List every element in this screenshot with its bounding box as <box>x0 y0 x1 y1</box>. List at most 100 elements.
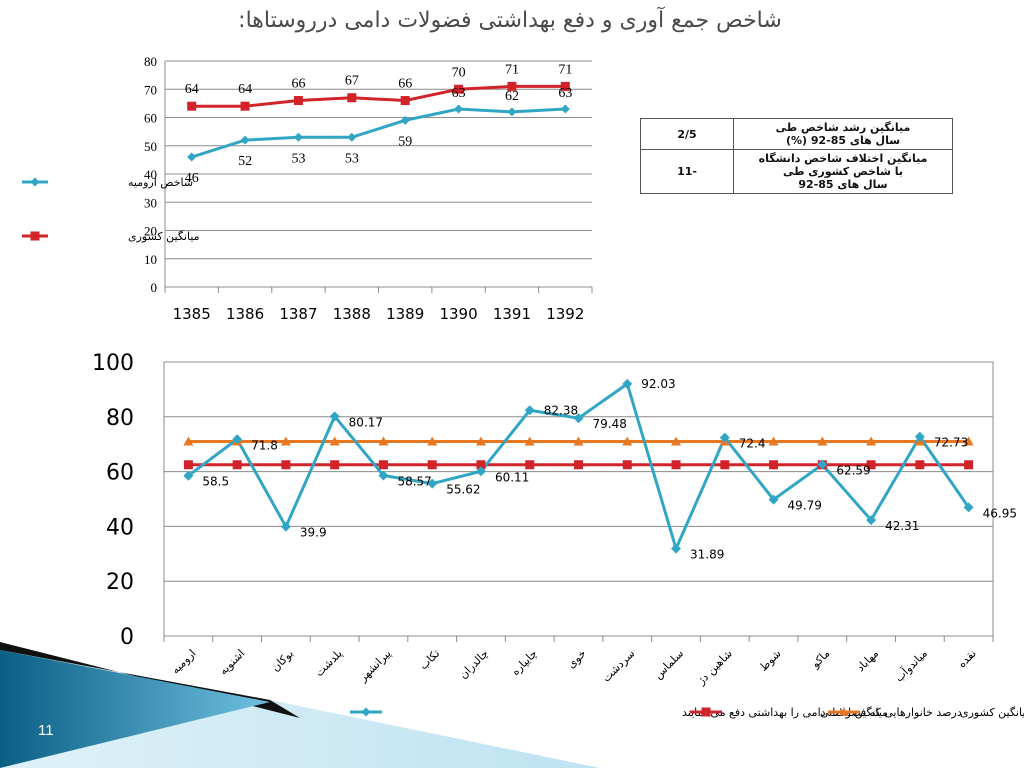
data-point <box>187 101 197 111</box>
data-point <box>347 132 357 142</box>
plot-area <box>163 361 994 637</box>
x-tick-label: ارومیه <box>169 647 199 677</box>
legend-marker <box>30 231 40 241</box>
data-point <box>671 436 682 446</box>
x-tick-label: شوط <box>757 647 784 674</box>
x-tick-label: بوکان <box>269 647 296 674</box>
y-tick-label: 60 <box>144 111 157 126</box>
data-point <box>574 460 583 470</box>
x-tick-label: 1387 <box>279 305 317 323</box>
data-point <box>817 459 828 470</box>
data-label: 80.17 <box>349 415 383 429</box>
y-tick-label: 0 <box>151 280 158 295</box>
data-label: 71 <box>505 62 519 77</box>
x-tick-label: مهاباد <box>854 647 881 674</box>
x-tick-label: پیرانشهر <box>356 647 394 685</box>
data-label: 58.5 <box>202 475 229 489</box>
table-cell-value: 11- <box>640 149 734 194</box>
y-tick-label: 40 <box>106 515 134 540</box>
y-tick-label: 50 <box>144 139 157 154</box>
data-point <box>240 135 250 145</box>
data-point <box>427 478 438 489</box>
data-point <box>507 81 517 91</box>
x-tick-label: پلدشت <box>313 647 345 679</box>
y-tick-label: 10 <box>144 252 157 267</box>
x-tick-label: چایپاره <box>509 647 540 678</box>
legend-label: میانگین کشوری <box>128 230 200 243</box>
data-point <box>232 460 242 470</box>
data-point <box>560 104 570 114</box>
legend-marker <box>839 707 849 716</box>
table-label-line: سال های 85-92 (%) <box>785 134 901 147</box>
page-number: 11 <box>38 722 54 739</box>
data-point <box>280 521 291 532</box>
series-line <box>191 107 566 159</box>
data-point <box>524 405 535 416</box>
data-label: 71.8 <box>251 438 278 452</box>
data-label: 52 <box>238 154 252 169</box>
data-label: 39.9 <box>300 526 327 540</box>
y-tick-label: 30 <box>144 195 157 210</box>
slide-title: شاخص جمع آوری و دفع بهداشتی فضولات دامی … <box>238 8 782 33</box>
data-point <box>183 436 194 446</box>
x-tick-label: 1392 <box>546 305 584 323</box>
legend-marker <box>361 707 371 717</box>
table-label-line: میانگین رشد شاخص طی <box>775 121 911 134</box>
legend-marker <box>30 177 40 187</box>
data-point <box>622 378 633 389</box>
data-point <box>866 515 877 526</box>
data-label: 72.4 <box>739 437 766 451</box>
data-point <box>476 460 486 470</box>
data-point <box>183 460 193 470</box>
x-tick-label: شاهین دژ <box>694 647 735 688</box>
y-tick-label: 100 <box>92 351 134 376</box>
x-tick-label: 1391 <box>493 305 531 323</box>
data-label: 62 <box>505 89 519 104</box>
data-label: 60.11 <box>495 470 529 484</box>
data-label: 59 <box>398 134 412 149</box>
data-point <box>378 470 389 481</box>
data-point <box>329 436 340 446</box>
x-tick-label: چالدران <box>457 647 491 681</box>
data-point <box>866 436 877 446</box>
x-tick-label: تکاب <box>417 647 442 672</box>
data-point <box>293 96 303 106</box>
data-point <box>720 460 730 470</box>
data-point <box>427 436 438 446</box>
data-label: 64 <box>185 82 199 97</box>
x-tick-label: نقده <box>955 647 978 670</box>
x-tick-label: سلماس <box>652 647 687 682</box>
data-label: 79.48 <box>593 417 627 431</box>
data-label: 53 <box>291 151 305 166</box>
data-point <box>454 104 464 114</box>
data-point <box>232 434 243 445</box>
data-point <box>427 460 437 470</box>
x-tick-label: خوی <box>565 647 589 671</box>
data-point <box>573 436 584 446</box>
table-label-line: با شاخص کشوری طی <box>782 165 904 178</box>
data-point <box>524 436 535 446</box>
table-label-line: سال های 85-92 <box>798 178 888 191</box>
data-point <box>963 502 974 513</box>
data-label: 67 <box>345 74 359 89</box>
y-tick-label: 20 <box>144 224 157 239</box>
data-point <box>187 152 197 162</box>
data-point <box>378 460 388 470</box>
y-tick-label: 0 <box>120 625 134 650</box>
data-point <box>964 460 974 470</box>
y-tick-label: 80 <box>144 54 157 69</box>
y-tick-label: 60 <box>106 461 134 486</box>
data-point <box>454 84 464 94</box>
decor-band-blue <box>0 650 270 768</box>
data-point <box>769 460 779 470</box>
data-point <box>475 436 486 446</box>
data-point <box>475 466 486 477</box>
data-label: 64 <box>238 82 252 97</box>
data-label: 31.89 <box>690 548 724 562</box>
data-point <box>400 96 410 106</box>
legend-marker <box>701 707 711 717</box>
y-tick-label: 70 <box>144 82 157 97</box>
x-tick-label: 1385 <box>173 305 211 323</box>
